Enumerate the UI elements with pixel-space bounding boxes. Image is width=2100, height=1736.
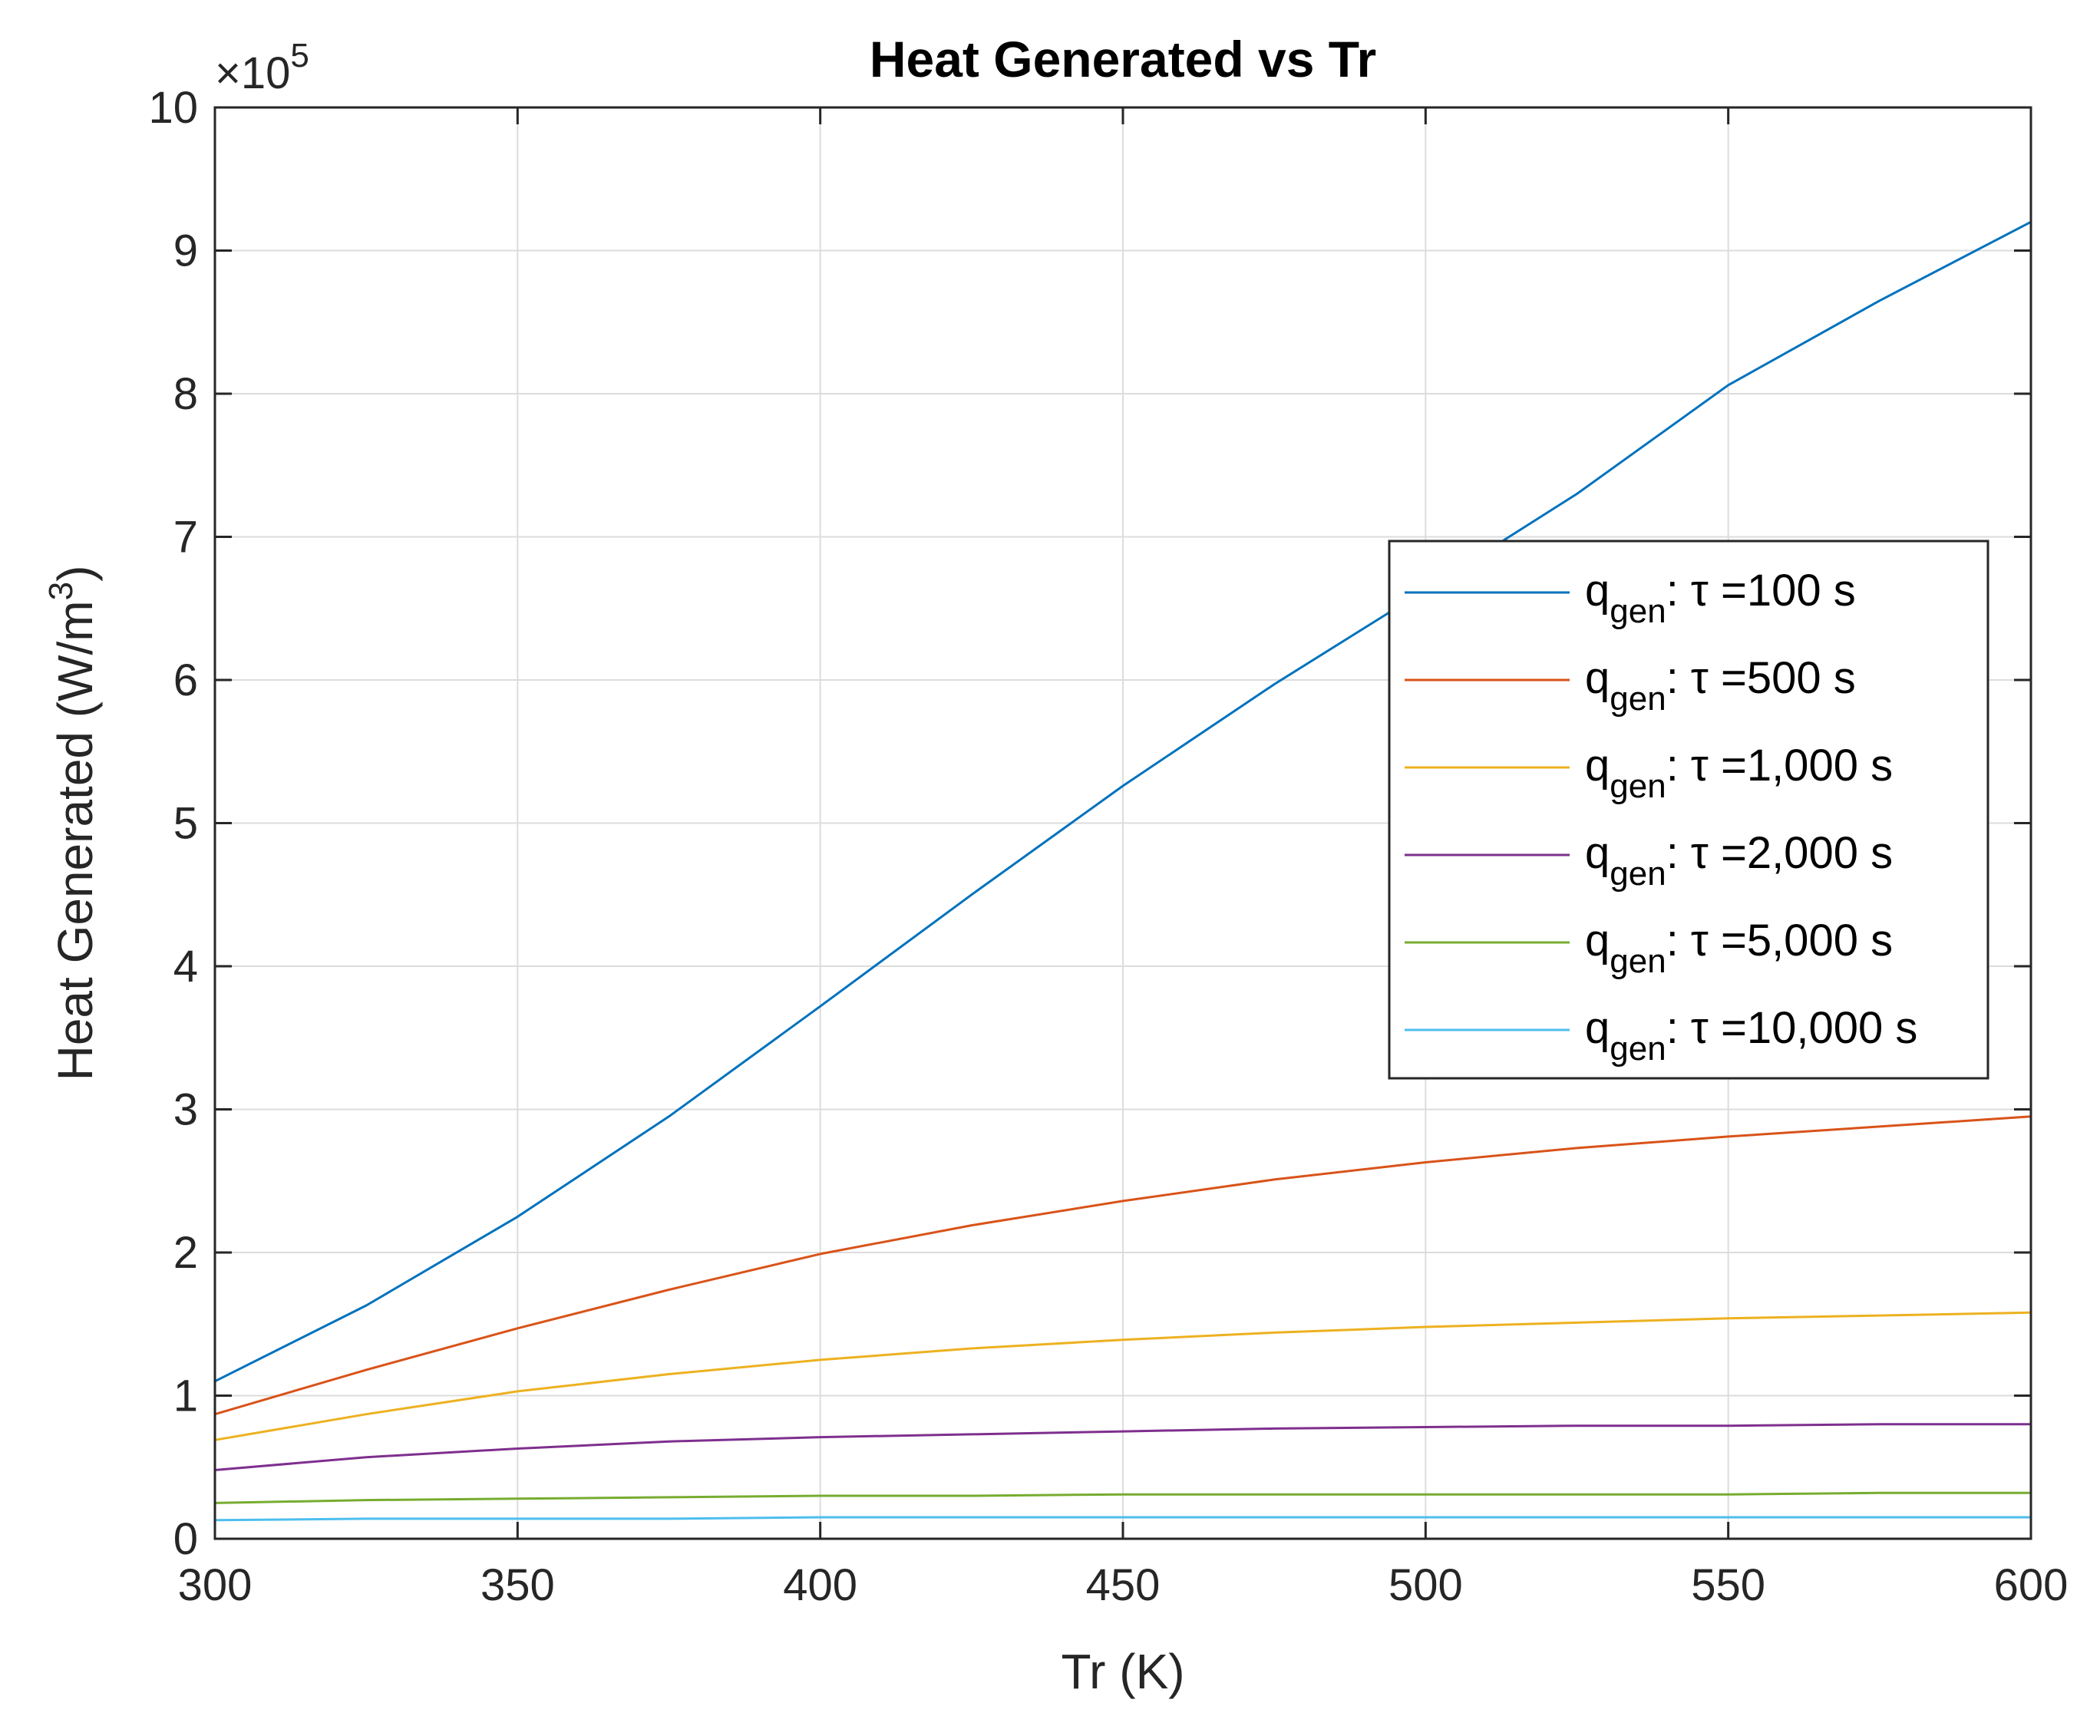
x-tick-label: 550 <box>1691 1560 1765 1610</box>
y-tick-label: 5 <box>173 799 198 849</box>
y-tick-label: 1 <box>173 1371 198 1421</box>
series-line <box>214 1423 2031 1471</box>
y-axis-label-superscript: 3 <box>42 582 80 600</box>
legend-entry-subscript: gen <box>1610 1030 1666 1068</box>
x-tick-label: 450 <box>1086 1560 1161 1610</box>
legend-entry-main: q <box>1585 1003 1610 1053</box>
legend-entry-rest: : τ =1,000 s <box>1666 741 1893 790</box>
series-line <box>214 1115 2032 1416</box>
legend-entry-subscript: gen <box>1610 942 1666 980</box>
chart-title: Heat Generated vs Tr <box>870 31 1376 87</box>
legend-entry-subscript: gen <box>1610 680 1666 718</box>
y-axis-label-main: Heat Generated (W/m <box>48 600 103 1081</box>
legend-entry-main: q <box>1585 741 1610 790</box>
series-line <box>214 1311 2032 1441</box>
legend-entry-rest: : τ =2,000 s <box>1666 828 1893 878</box>
legend-entry: qgen: τ =2,000 s <box>1585 828 1893 893</box>
legend-entry-rest: : τ =100 s <box>1666 566 1856 616</box>
y-tick-label: 3 <box>173 1085 198 1135</box>
y-tick-label: 6 <box>173 655 198 705</box>
x-tick-label: 350 <box>480 1560 555 1610</box>
legend-entry-rest: : τ =5,000 s <box>1666 916 1893 965</box>
axis-ticks: 300 350 400 450 500 550 600 0 1 2 3 4 5 6 7 8 9 10 <box>148 83 2068 1610</box>
legend-entry: qgen: τ =10,000 s <box>1585 1003 1917 1068</box>
series-lines <box>214 220 2032 1522</box>
y-tick-label: 2 <box>173 1228 198 1278</box>
y-tick-label: 8 <box>173 369 198 419</box>
y-axis-label-suffix: ) <box>48 566 103 582</box>
y-tick-label: 0 <box>173 1514 198 1564</box>
legend-entry: qgen: τ =500 s <box>1585 653 1856 718</box>
x-tick-label: 300 <box>178 1560 253 1610</box>
y-tick-label: 10 <box>148 83 198 133</box>
y-tick-label: 7 <box>173 513 198 563</box>
x-tick-label: 600 <box>1994 1560 2069 1610</box>
series-line <box>214 1516 2031 1522</box>
x-axis-label: Tr (K) <box>1061 1644 1184 1699</box>
legend-entry-rest: : τ =500 s <box>1666 653 1856 703</box>
legend-entry: qgen: τ =1,000 s <box>1585 741 1893 805</box>
y-tick-label: 9 <box>173 226 198 276</box>
legend-entry-subscript: gen <box>1610 855 1666 893</box>
y-exponent-base: ×10 <box>215 48 290 98</box>
y-axis-label: Heat Generated (W/m3) <box>42 566 103 1081</box>
x-tick-label: 400 <box>783 1560 857 1610</box>
legend-entry-subscript: gen <box>1610 767 1666 805</box>
series-line <box>214 1491 2031 1504</box>
legend-entry-main: q <box>1585 653 1610 703</box>
series-line <box>214 220 2032 1383</box>
legend-entry-main: q <box>1585 566 1610 616</box>
legend-box <box>1388 540 1989 1080</box>
grid-lines <box>215 107 2031 1539</box>
legend-entry-subscript: gen <box>1610 592 1666 630</box>
y-tick-label: 4 <box>173 942 198 992</box>
x-tick-label: 500 <box>1388 1560 1463 1610</box>
legend-entry-rest: : τ =10,000 s <box>1666 1003 1918 1053</box>
y-axis-exponent: ×105 <box>215 37 309 98</box>
y-exponent-power: 5 <box>290 37 309 74</box>
legend-entry-main: q <box>1585 828 1610 878</box>
legend-entry: qgen: τ =100 s <box>1585 566 1856 630</box>
legend-entry: qgen: τ =5,000 s <box>1585 916 1893 980</box>
legend-entry-main: q <box>1585 916 1610 965</box>
